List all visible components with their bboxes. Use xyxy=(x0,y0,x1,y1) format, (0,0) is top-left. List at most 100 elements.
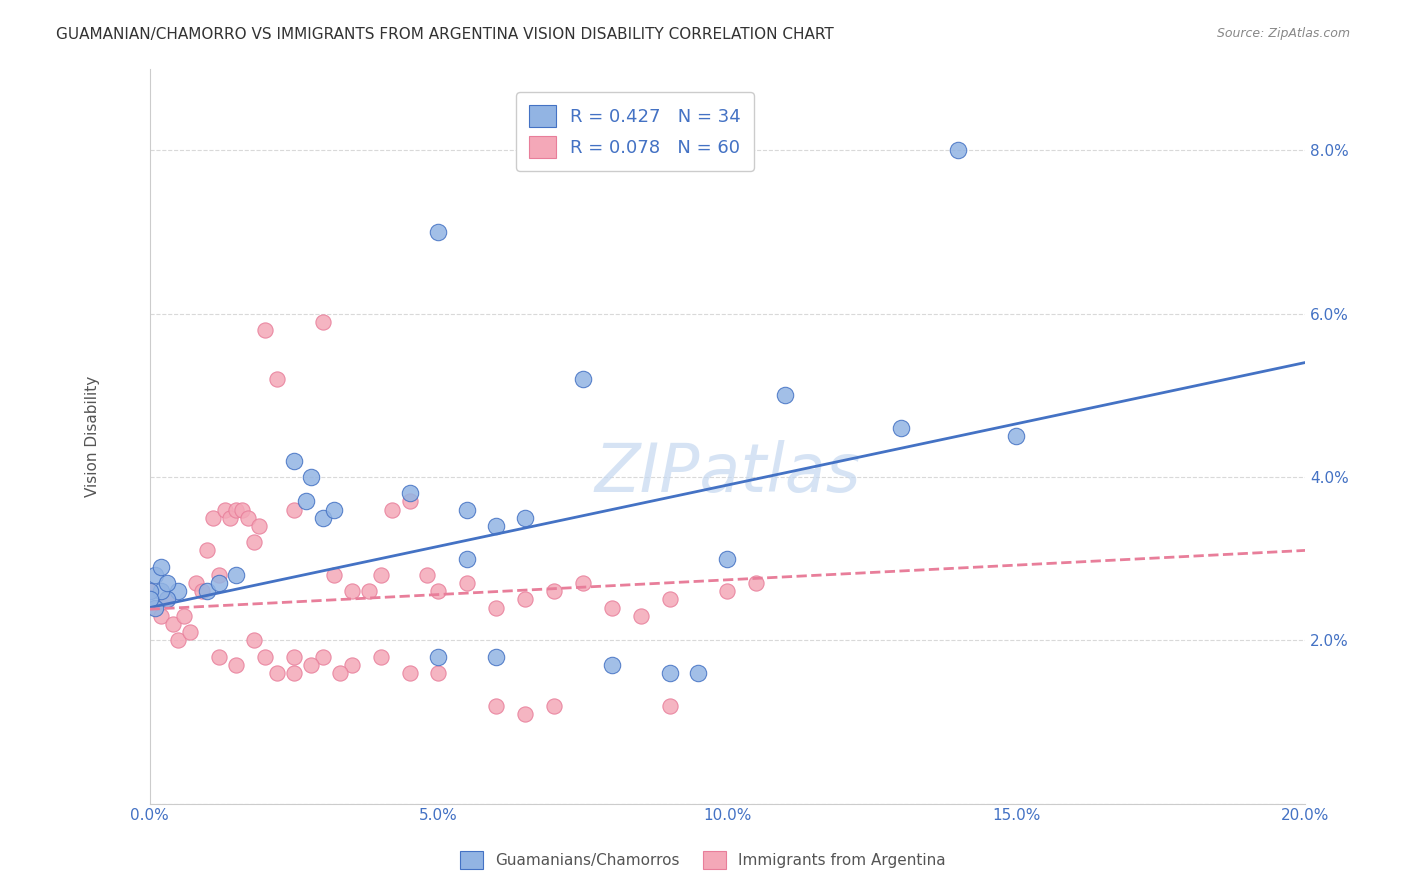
Point xyxy=(427,225,450,239)
Point xyxy=(202,510,225,524)
Point xyxy=(340,657,363,672)
Point xyxy=(485,519,508,533)
Point xyxy=(485,698,508,713)
Point xyxy=(773,388,796,402)
Point xyxy=(359,584,381,599)
Point xyxy=(716,584,738,599)
Point xyxy=(150,608,173,623)
Point xyxy=(312,649,335,664)
Point xyxy=(456,551,478,566)
Point xyxy=(323,502,346,516)
Point xyxy=(179,625,201,640)
Point xyxy=(145,600,167,615)
Point xyxy=(162,616,184,631)
Point xyxy=(156,576,179,591)
Point xyxy=(225,657,247,672)
Point xyxy=(312,315,335,329)
Point xyxy=(456,502,478,516)
Point xyxy=(247,519,270,533)
Point xyxy=(283,502,305,516)
Point xyxy=(485,600,508,615)
Legend: Guamanians/Chamorros, Immigrants from Argentina: Guamanians/Chamorros, Immigrants from Ar… xyxy=(454,845,952,875)
Point xyxy=(167,584,190,599)
Point xyxy=(513,510,536,524)
Point xyxy=(138,592,160,607)
Point xyxy=(323,568,346,582)
Point xyxy=(543,698,565,713)
Point xyxy=(208,568,231,582)
Point xyxy=(745,576,768,591)
Point xyxy=(299,470,322,484)
Point xyxy=(242,633,264,648)
Y-axis label: Vision Disability: Vision Disability xyxy=(86,376,100,497)
Point xyxy=(370,568,392,582)
Point xyxy=(236,510,259,524)
Point xyxy=(340,584,363,599)
Point xyxy=(145,568,167,582)
Point xyxy=(398,486,420,500)
Point xyxy=(254,649,277,664)
Text: Source: ZipAtlas.com: Source: ZipAtlas.com xyxy=(1216,27,1350,40)
Point xyxy=(485,649,508,664)
Legend: R = 0.427   N = 34, R = 0.078   N = 60: R = 0.427 N = 34, R = 0.078 N = 60 xyxy=(516,92,754,170)
Point xyxy=(948,143,970,157)
Point xyxy=(312,510,335,524)
Point xyxy=(658,698,681,713)
Point xyxy=(329,665,352,680)
Point xyxy=(513,592,536,607)
Point xyxy=(266,372,288,386)
Point xyxy=(219,510,242,524)
Point xyxy=(370,649,392,664)
Point xyxy=(890,421,912,435)
Point xyxy=(156,592,179,607)
Point xyxy=(190,584,212,599)
Point xyxy=(513,706,536,721)
Point xyxy=(294,494,316,508)
Point xyxy=(427,584,450,599)
Point xyxy=(242,535,264,549)
Point xyxy=(231,502,253,516)
Point xyxy=(416,568,439,582)
Point xyxy=(195,543,218,558)
Point xyxy=(184,576,207,591)
Point xyxy=(225,502,247,516)
Point xyxy=(600,657,623,672)
Point xyxy=(145,600,167,615)
Text: GUAMANIAN/CHAMORRO VS IMMIGRANTS FROM ARGENTINA VISION DISABILITY CORRELATION CH: GUAMANIAN/CHAMORRO VS IMMIGRANTS FROM AR… xyxy=(56,27,834,42)
Point xyxy=(173,608,195,623)
Point xyxy=(398,665,420,680)
Point xyxy=(1005,429,1028,443)
Point xyxy=(150,584,173,599)
Point xyxy=(600,600,623,615)
Point xyxy=(381,502,404,516)
Point xyxy=(283,649,305,664)
Point xyxy=(138,584,160,599)
Point xyxy=(156,592,179,607)
Point xyxy=(208,576,231,591)
Point xyxy=(299,657,322,672)
Point xyxy=(658,592,681,607)
Point xyxy=(138,584,160,599)
Text: ZIPatlas: ZIPatlas xyxy=(595,440,860,506)
Point xyxy=(208,649,231,664)
Point xyxy=(254,323,277,337)
Point xyxy=(427,649,450,664)
Point xyxy=(283,665,305,680)
Point xyxy=(214,502,236,516)
Point xyxy=(456,576,478,591)
Point xyxy=(658,665,681,680)
Point xyxy=(167,633,190,648)
Point xyxy=(630,608,652,623)
Point xyxy=(572,576,595,591)
Point xyxy=(688,665,710,680)
Point xyxy=(427,665,450,680)
Point xyxy=(572,372,595,386)
Point xyxy=(195,584,218,599)
Point xyxy=(283,453,305,467)
Point xyxy=(398,494,420,508)
Point xyxy=(150,559,173,574)
Point xyxy=(543,584,565,599)
Point xyxy=(716,551,738,566)
Point xyxy=(225,568,247,582)
Point xyxy=(266,665,288,680)
